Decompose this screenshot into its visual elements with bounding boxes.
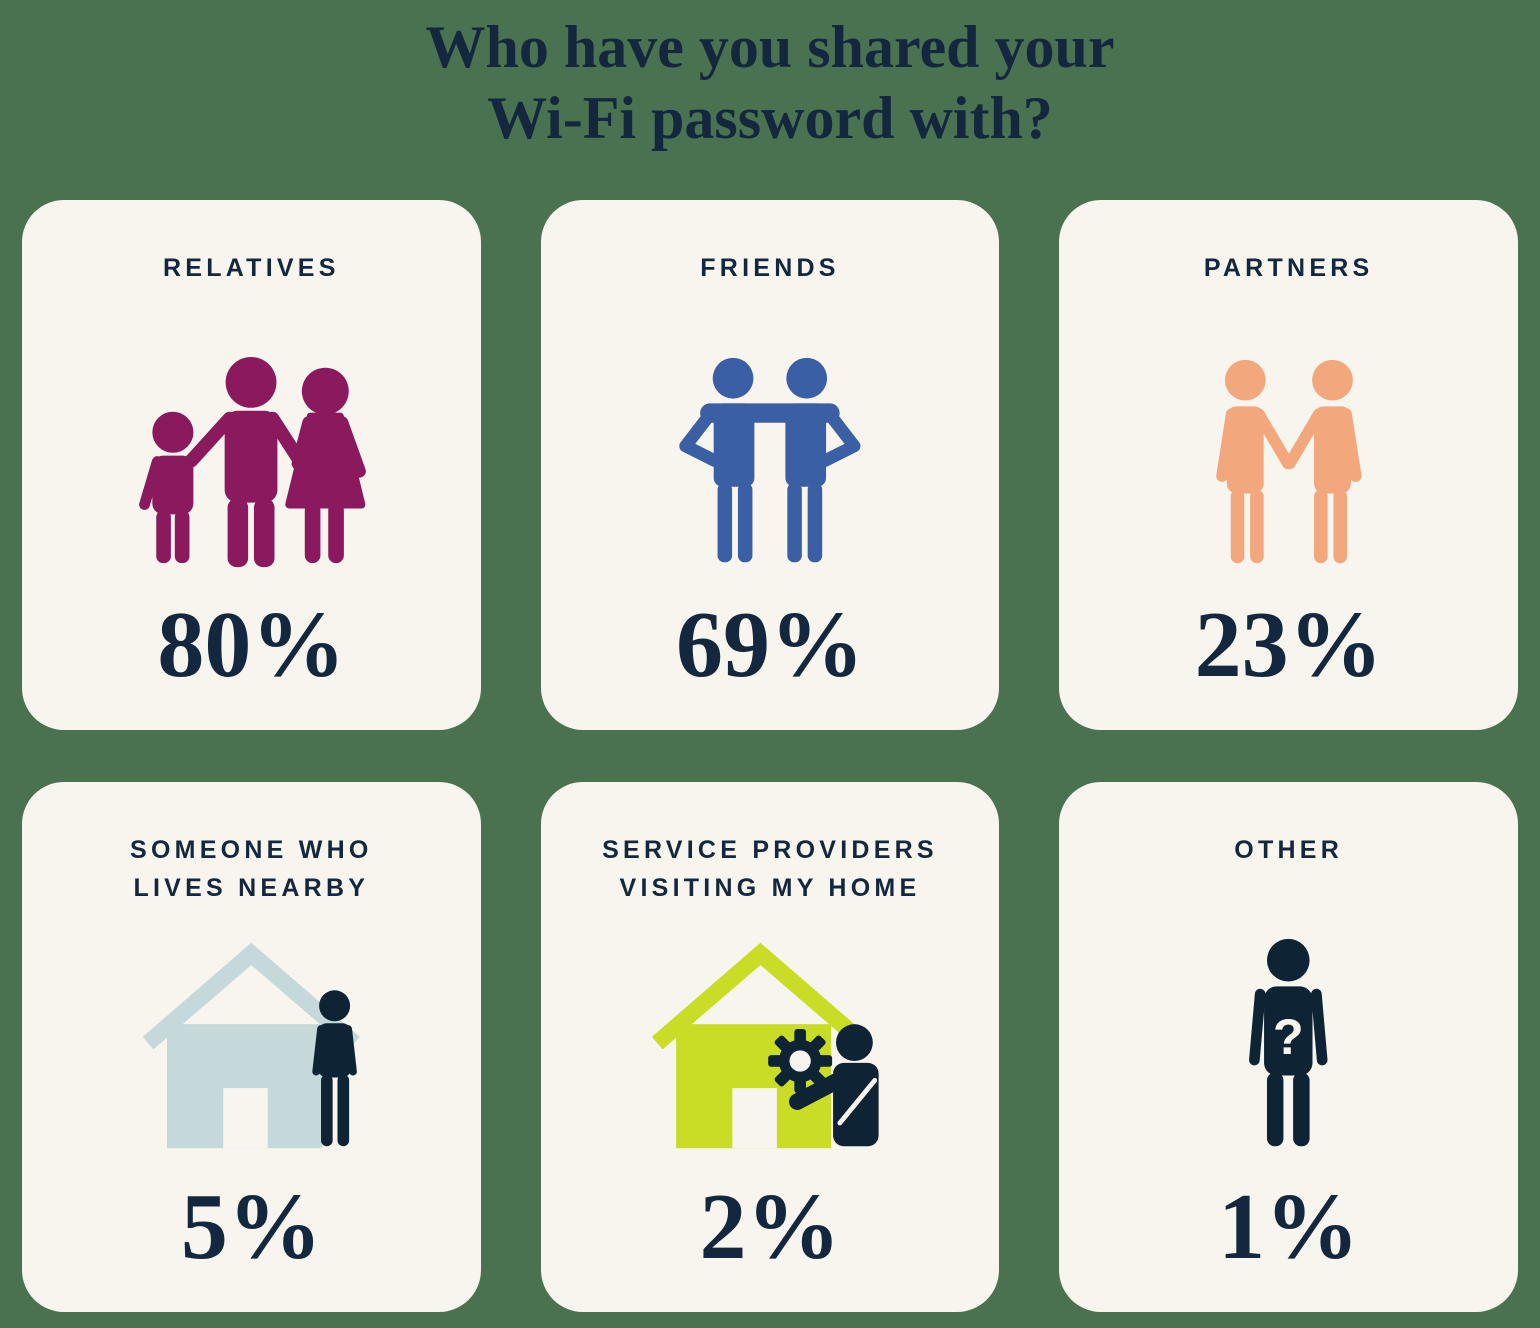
page-title: Who have you shared your Wi-Fi password … bbox=[0, 0, 1540, 200]
stat-value: 69% bbox=[675, 593, 864, 697]
house-gear-person-icon bbox=[651, 942, 879, 1149]
card-label: SOMEONE WHO LIVES NEARBY bbox=[130, 836, 373, 902]
stat-value: 23% bbox=[1194, 593, 1383, 697]
family-icon bbox=[139, 356, 367, 567]
someone-nearby-card: SOMEONE WHO LIVES NEARBY bbox=[22, 782, 481, 1312]
stat-value: 1% bbox=[1218, 1175, 1360, 1279]
gear-icon bbox=[768, 1029, 832, 1093]
technician-silhouette bbox=[788, 1024, 879, 1147]
service-providers-card: SERVICE PROVIDERS VISITING MY HOME bbox=[540, 782, 1000, 1312]
card-label: FRIENDS bbox=[700, 254, 840, 282]
title-line-2: Wi-Fi password with? bbox=[487, 84, 1053, 151]
stat-card-grid: RELATIVES bbox=[0, 200, 1540, 1312]
partners-icon bbox=[1215, 359, 1362, 564]
relatives-card: RELATIVES bbox=[22, 200, 481, 730]
stat-value: 80% bbox=[157, 593, 346, 697]
house-person-icon bbox=[142, 942, 360, 1149]
friends-card: FRIENDS 69% bbox=[540, 200, 1000, 730]
person-question-icon: ? bbox=[1249, 938, 1328, 1147]
friends-icon bbox=[679, 357, 861, 563]
question-mark-glyph: ? bbox=[1273, 1008, 1304, 1065]
partners-card: PARTNERS 23% bbox=[1059, 200, 1518, 730]
card-label: OTHER bbox=[1234, 836, 1344, 864]
stat-value: 2% bbox=[699, 1175, 841, 1279]
card-label: SERVICE PROVIDERS VISITING MY HOME bbox=[602, 836, 938, 902]
card-label: RELATIVES bbox=[162, 254, 340, 282]
person-silhouette bbox=[312, 990, 357, 1147]
other-card: OTHER ? 1% bbox=[1059, 782, 1518, 1312]
title-line-1: Who have you shared your bbox=[425, 14, 1115, 80]
card-label: PARTNERS bbox=[1203, 254, 1374, 282]
stat-value: 5% bbox=[180, 1175, 322, 1279]
